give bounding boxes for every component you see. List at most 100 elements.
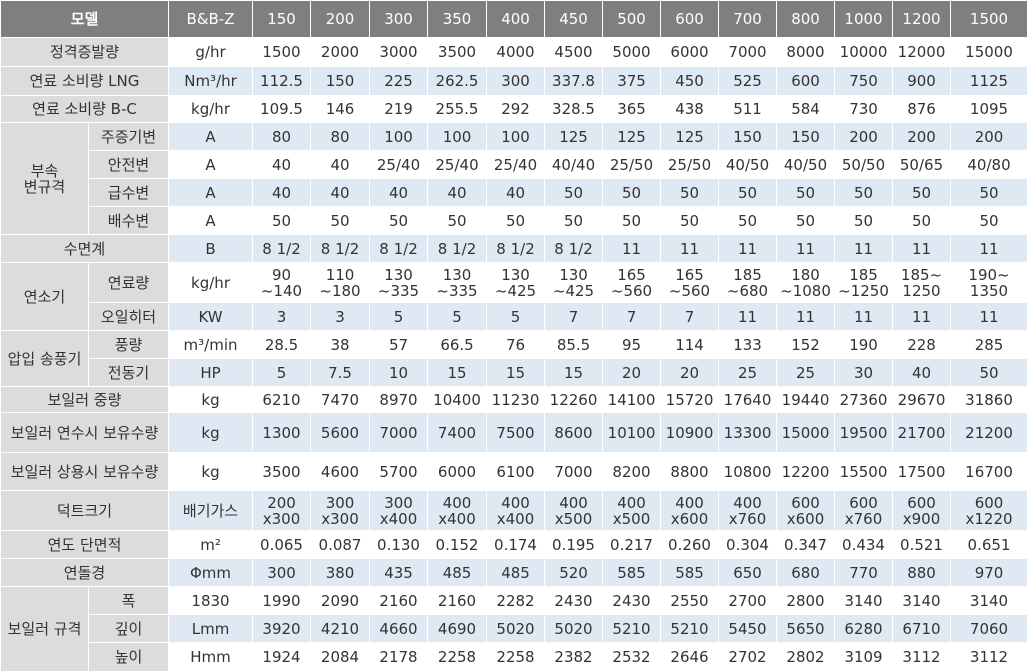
row-label: 배수변	[89, 207, 169, 235]
row-label: 연료 소비량 B-C	[1, 96, 169, 123]
value-cell: 8000	[777, 38, 835, 67]
value-cell: 165 ~560	[661, 263, 719, 303]
unit-cell: Nm³/hr	[169, 67, 253, 96]
row-label: 풍량	[89, 331, 169, 359]
value-cell: 7400	[428, 413, 487, 453]
value-cell: 17500	[893, 453, 951, 491]
value-cell: 50/65	[893, 151, 951, 179]
value-cell: 15500	[835, 453, 893, 491]
value-cell: 400 x760	[719, 491, 777, 531]
value-cell: 21200	[951, 413, 1027, 453]
value-cell: 0.087	[311, 531, 370, 559]
value-cell: 4000	[487, 38, 545, 67]
header-cell: 350	[428, 1, 487, 38]
value-cell: 7470	[311, 387, 370, 413]
value-cell: 11	[603, 235, 661, 263]
value-cell: 40/80	[951, 151, 1027, 179]
value-cell: 4600	[311, 453, 370, 491]
row-label: 보일러 중량	[1, 387, 169, 413]
unit-cell: kg	[169, 387, 253, 413]
row-label: 주증기변	[89, 123, 169, 151]
value-cell: 11	[661, 235, 719, 263]
value-cell: 450	[661, 67, 719, 96]
value-cell: 10400	[428, 387, 487, 413]
value-cell: 50	[603, 179, 661, 207]
unit-cell: Hmm	[169, 643, 253, 672]
value-cell: 730	[835, 96, 893, 123]
value-cell: 2282	[487, 587, 545, 615]
value-cell: 40/50	[719, 151, 777, 179]
value-cell: 585	[603, 559, 661, 587]
value-cell: 2532	[603, 643, 661, 672]
value-cell: 600 x600	[777, 491, 835, 531]
header-model: 모델	[1, 1, 169, 38]
value-cell: 50	[661, 207, 719, 235]
value-cell: 0.651	[951, 531, 1027, 559]
value-cell: 146	[311, 96, 370, 123]
value-cell: 200	[951, 123, 1027, 151]
value-cell: 11	[893, 303, 951, 331]
value-cell: 5210	[603, 615, 661, 643]
value-cell: 27360	[835, 387, 893, 413]
value-cell: 650	[719, 559, 777, 587]
value-cell: 1500	[253, 38, 311, 67]
value-cell: 2090	[311, 587, 370, 615]
value-cell: 50	[311, 207, 370, 235]
value-cell: 130 ~335	[428, 263, 487, 303]
value-cell: 15	[545, 359, 603, 387]
value-cell: 6100	[487, 453, 545, 491]
value-cell: 3920	[253, 615, 311, 643]
value-cell: 95	[603, 331, 661, 359]
value-cell: 2550	[661, 587, 719, 615]
value-cell: 0.217	[603, 531, 661, 559]
value-cell: 50	[370, 207, 428, 235]
value-cell: 40/50	[777, 151, 835, 179]
value-cell: 400 x500	[545, 491, 603, 531]
value-cell: 5020	[487, 615, 545, 643]
value-cell: 8 1/2	[311, 235, 370, 263]
value-cell: 50	[253, 207, 311, 235]
value-cell: 29670	[893, 387, 951, 413]
value-cell: 5450	[719, 615, 777, 643]
row-label: 보일러 상용시 보유수량	[1, 453, 169, 491]
value-cell: 14100	[603, 387, 661, 413]
value-cell: 6000	[428, 453, 487, 491]
value-cell: 125	[603, 123, 661, 151]
header-cell: 1500	[951, 1, 1027, 38]
value-cell: 10800	[719, 453, 777, 491]
value-cell: 130 ~425	[487, 263, 545, 303]
value-cell: 1095	[951, 96, 1027, 123]
value-cell: 40	[311, 179, 370, 207]
value-cell: 20	[603, 359, 661, 387]
value-cell: 8 1/2	[487, 235, 545, 263]
value-cell: 25	[719, 359, 777, 387]
value-cell: 19440	[777, 387, 835, 413]
value-cell: 15000	[777, 413, 835, 453]
value-cell: 0.130	[370, 531, 428, 559]
value-cell: 185 ~1250	[835, 263, 893, 303]
value-cell: 28.5	[253, 331, 311, 359]
value-cell: 0.065	[253, 531, 311, 559]
value-cell: 50	[951, 179, 1027, 207]
value-cell: 400 x600	[661, 491, 719, 531]
value-cell: 0.260	[661, 531, 719, 559]
value-cell: 165 ~560	[603, 263, 661, 303]
value-cell: 15720	[661, 387, 719, 413]
value-cell: 3140	[893, 587, 951, 615]
value-cell: 50	[428, 207, 487, 235]
value-cell: 40	[428, 179, 487, 207]
row-label: 높이	[89, 643, 169, 672]
value-cell: 7	[603, 303, 661, 331]
value-cell: 50	[545, 207, 603, 235]
value-cell: 10100	[603, 413, 661, 453]
value-cell: 100	[487, 123, 545, 151]
header-cell: 700	[719, 1, 777, 38]
value-cell: 38	[311, 331, 370, 359]
value-cell: 21700	[893, 413, 951, 453]
value-cell: 2000	[311, 38, 370, 67]
value-cell: 5020	[545, 615, 603, 643]
